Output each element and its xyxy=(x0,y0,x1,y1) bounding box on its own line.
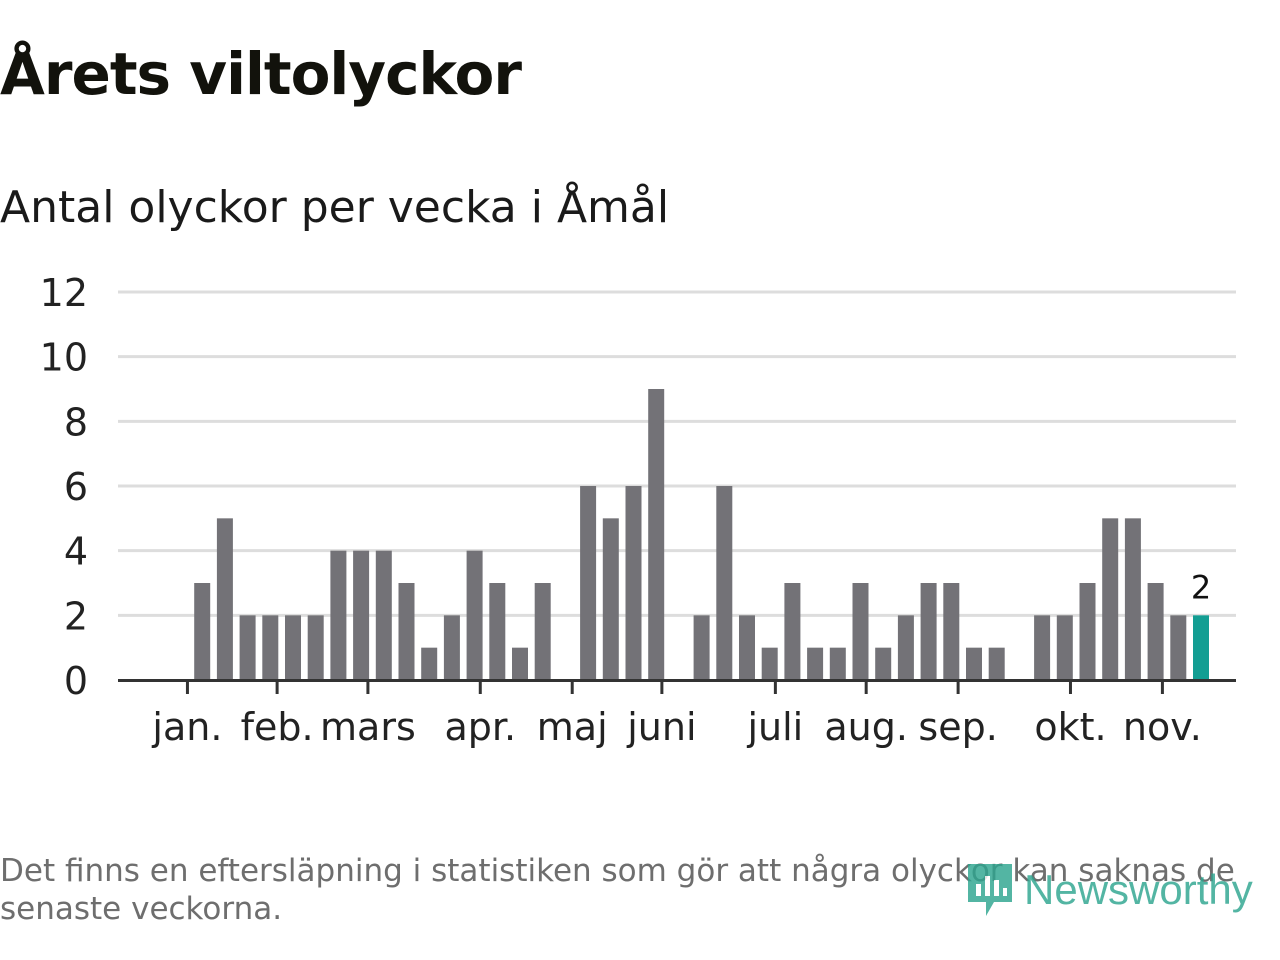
bar xyxy=(580,486,597,680)
bar xyxy=(285,615,301,680)
bar xyxy=(829,647,846,680)
y-tick-label-8: 8 xyxy=(64,400,88,444)
x-tick-label-jan.: jan. xyxy=(151,705,222,749)
bar xyxy=(693,615,710,680)
bar xyxy=(807,647,824,680)
y-tick-label-0: 0 xyxy=(64,659,88,703)
chart-subtitle: Antal olyckor per vecka i Åmål xyxy=(0,182,670,233)
bar xyxy=(330,550,347,680)
newsworthy-logo-text: Newsworthy xyxy=(1024,866,1253,913)
bar xyxy=(920,583,937,680)
bar xyxy=(534,583,551,680)
bar xyxy=(1170,615,1187,680)
bar xyxy=(262,615,279,680)
bar xyxy=(875,647,892,680)
bar xyxy=(1034,615,1051,680)
bar xyxy=(466,550,483,680)
x-tick-label-sep.: sep. xyxy=(918,705,997,749)
y-tick-label-2: 2 xyxy=(64,594,88,638)
newsworthy-logo: Newsworthy xyxy=(964,858,1253,922)
bar xyxy=(353,550,370,680)
x-tick-label-nov.: nov. xyxy=(1123,705,1202,749)
y-tick-label-4: 4 xyxy=(64,530,88,574)
bar xyxy=(1147,583,1164,680)
x-tick-label-mars: mars xyxy=(320,705,416,749)
bar xyxy=(1079,583,1096,680)
bar xyxy=(943,583,960,680)
bar xyxy=(966,647,982,680)
bar xyxy=(489,583,506,680)
bar xyxy=(307,615,324,680)
x-tick-label-aug.: aug. xyxy=(824,705,908,749)
bar xyxy=(761,647,778,680)
bar xyxy=(739,615,755,680)
y-tick-label-10: 10 xyxy=(40,336,88,380)
x-tick-label-apr.: apr. xyxy=(444,705,516,749)
bar xyxy=(239,615,256,680)
x-tick-label-juni: juni xyxy=(626,705,696,749)
bar-chart: 0 2 4 6 8 10 12 2 jan. feb. mars apr. maj juni juli aug… xyxy=(40,271,1236,749)
bar xyxy=(716,486,733,680)
bar xyxy=(852,583,869,680)
footnote: Det finns en eftersläpning i statistiken… xyxy=(0,853,1235,927)
bar-highlight xyxy=(1193,615,1209,680)
x-tick-label-feb.: feb. xyxy=(241,705,314,749)
bar xyxy=(988,647,1005,680)
y-tick-label-6: 6 xyxy=(64,465,88,509)
bar xyxy=(421,647,438,680)
bar xyxy=(648,389,665,680)
bar xyxy=(625,486,642,680)
x-tick-label-maj: maj xyxy=(537,705,608,749)
bar xyxy=(1102,518,1119,680)
newsworthy-logo-icon xyxy=(968,864,1012,916)
page-title: Årets viltolyckor xyxy=(0,40,522,108)
bar xyxy=(897,615,914,680)
bar xyxy=(216,518,233,680)
bar xyxy=(512,647,528,680)
y-tick-label-12: 12 xyxy=(40,271,88,315)
bar xyxy=(784,583,801,680)
bar xyxy=(375,550,392,680)
bar xyxy=(443,615,460,680)
bar xyxy=(1124,518,1141,680)
bar xyxy=(602,518,619,680)
x-tick-label-juli: juli xyxy=(746,705,803,749)
bar xyxy=(398,583,415,680)
x-tick-label-okt.: okt. xyxy=(1034,705,1106,749)
highlight-data-label: 2 xyxy=(1191,568,1211,606)
bar xyxy=(1056,615,1073,680)
bar xyxy=(194,583,211,680)
